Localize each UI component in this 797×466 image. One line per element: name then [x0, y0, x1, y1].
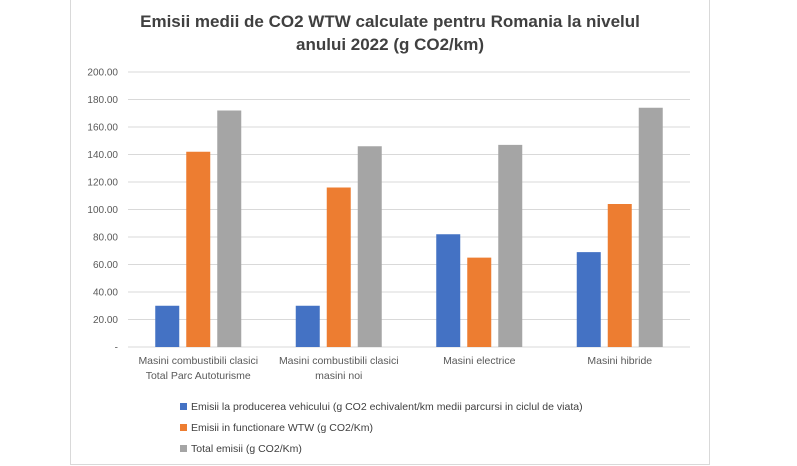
legend-label-total: Total emisii (g CO2/Km)	[191, 442, 302, 455]
y-tick-label: 80.00	[93, 233, 118, 244]
y-tick-label: 100.00	[87, 205, 118, 216]
x-category-label: Masini combustibili clasici masini noi	[279, 355, 399, 382]
y-tick-label: 120.00	[87, 178, 118, 189]
legend-swatch-operation	[180, 424, 187, 431]
bar-total-4	[638, 107, 663, 347]
chart-title-line-2: anului 2022 (g CO2/km)	[296, 35, 484, 54]
bar-production-3	[436, 234, 461, 347]
legend-item-operation: Emisii in functionare WTW (g CO2/Km)	[180, 417, 583, 438]
legend-item-production: Emisii la producerea vehicului (g CO2 ec…	[180, 396, 583, 417]
legend-label-production: Emisii la producerea vehicului (g CO2 ec…	[191, 400, 583, 413]
bar-operation-4	[607, 204, 632, 347]
y-tick-label: 20.00	[93, 315, 118, 326]
bar-operation-1	[186, 151, 211, 347]
x-category-label: Masini hibride	[587, 355, 652, 367]
legend: Emisii la producerea vehicului (g CO2 ec…	[180, 396, 583, 459]
x-category-label: Masini combustibili clasici Total Parc Au…	[138, 355, 258, 382]
legend-swatch-production	[180, 403, 187, 410]
bar-total-1	[217, 110, 242, 347]
legend-swatch-total	[180, 445, 187, 452]
y-tick-label: 160.00	[87, 123, 118, 134]
bar-production-4	[576, 252, 601, 347]
x-category-label: Masini electrice	[443, 355, 516, 367]
bar-operation-2	[326, 187, 351, 347]
y-tick-label: 200.00	[87, 68, 118, 79]
legend-item-total: Total emisii (g CO2/Km)	[180, 438, 583, 459]
y-tick-label: 180.00	[87, 95, 118, 106]
chart-title-line-1: Emisii medii de CO2 WTW calculate pentru…	[140, 12, 640, 31]
bar-production-1	[155, 305, 180, 347]
bar-total-2	[357, 146, 382, 347]
y-tick-label: -	[115, 343, 118, 354]
y-tick-label: 40.00	[93, 288, 118, 299]
bar-total-3	[498, 144, 523, 347]
chart-area	[70, 0, 710, 465]
chart-title: Emisii medii de CO2 WTW calculate pentru…	[70, 10, 710, 56]
y-tick-label: 140.00	[87, 150, 118, 161]
legend-label-operation: Emisii in functionare WTW (g CO2/Km)	[191, 421, 374, 434]
y-tick-label: 60.00	[93, 260, 118, 271]
bar-production-2	[295, 305, 320, 347]
bar-operation-3	[467, 257, 492, 347]
